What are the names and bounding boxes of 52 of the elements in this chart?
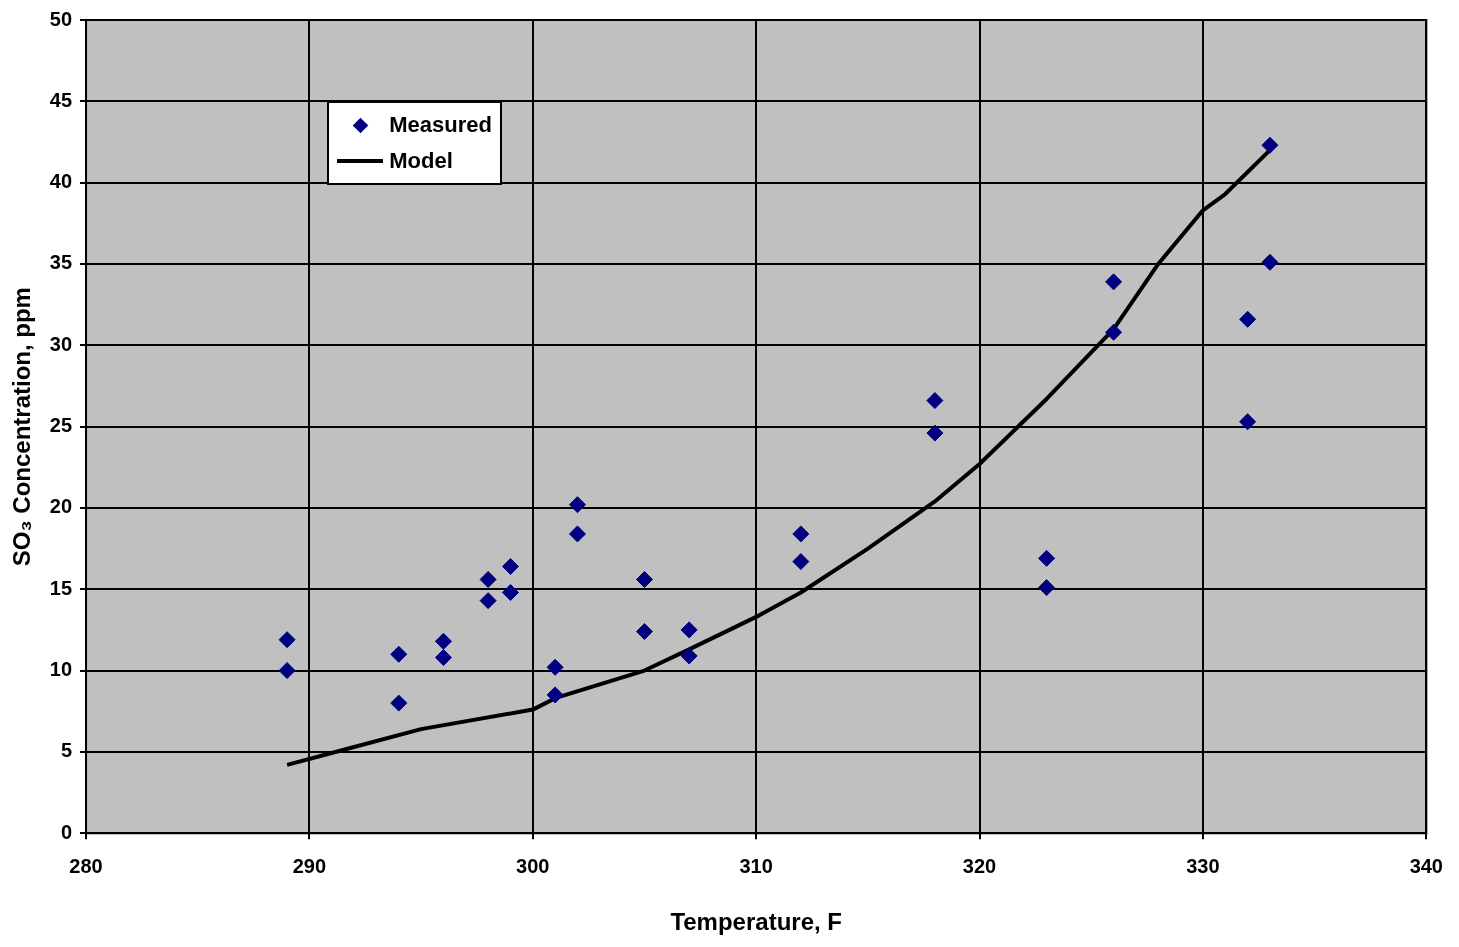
x-tick-label: 330 xyxy=(1186,854,1220,877)
y-tick-label: 30 xyxy=(49,332,73,355)
point xyxy=(1038,549,1056,567)
point xyxy=(479,592,497,610)
legend-label: Measured xyxy=(389,112,492,139)
x-tick-label: 320 xyxy=(962,854,997,877)
y-tick-label: 15 xyxy=(49,576,73,599)
point xyxy=(680,621,698,639)
y-tick-label: 35 xyxy=(49,251,73,274)
x-tick-label: 310 xyxy=(739,854,773,877)
point xyxy=(568,496,586,514)
point xyxy=(501,583,519,601)
y-tick-label: 50 xyxy=(49,7,73,30)
point xyxy=(1239,310,1257,328)
point xyxy=(792,525,810,543)
point xyxy=(792,553,810,571)
x-tick-label: 290 xyxy=(292,854,327,877)
y-tick-label: 45 xyxy=(49,88,73,111)
point xyxy=(278,662,296,680)
x-tick-label: 340 xyxy=(1409,854,1443,877)
point xyxy=(635,570,653,588)
y-tick-label: 5 xyxy=(60,739,73,762)
point xyxy=(390,694,408,712)
point xyxy=(278,631,296,649)
y-tick-label: 40 xyxy=(49,170,73,193)
point xyxy=(635,623,653,641)
point xyxy=(479,570,497,588)
y-tick-label: 20 xyxy=(49,495,73,518)
point xyxy=(546,658,564,676)
point xyxy=(568,525,586,543)
point xyxy=(1105,273,1123,291)
y-tick-label: 10 xyxy=(49,658,73,681)
x-axis-title: Temperature, F xyxy=(670,908,842,936)
point xyxy=(390,645,408,663)
y-tick-label: 0 xyxy=(60,820,73,843)
point xyxy=(680,647,698,665)
y-axis-title: SO₃ Concentration, ppm xyxy=(8,287,36,567)
point xyxy=(434,649,452,667)
point xyxy=(926,424,944,442)
legend-label: Model xyxy=(389,148,453,175)
point xyxy=(1038,579,1056,597)
point xyxy=(1239,413,1257,431)
x-tick-label: 280 xyxy=(69,854,103,877)
point xyxy=(546,686,564,704)
y-tick-label: 25 xyxy=(49,414,73,437)
point xyxy=(1261,253,1279,271)
point xyxy=(434,632,452,650)
point xyxy=(1105,323,1123,341)
point xyxy=(501,557,519,575)
x-tick-label: 300 xyxy=(516,854,550,877)
point xyxy=(1261,136,1279,154)
point xyxy=(926,392,944,410)
